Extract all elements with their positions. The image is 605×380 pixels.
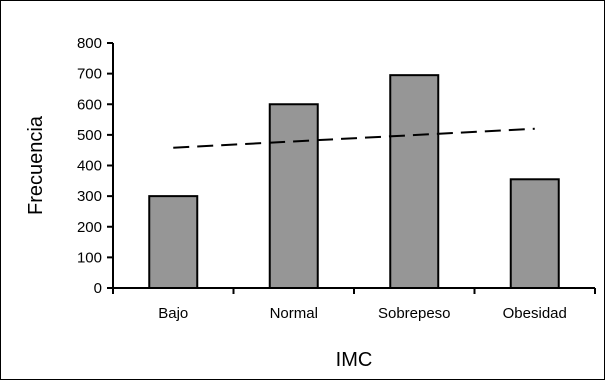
- y-tick-label: 100: [77, 249, 102, 266]
- bar-obesidad: [509, 178, 560, 289]
- bars-group: [148, 74, 560, 289]
- x-tick-label: Normal: [270, 305, 318, 322]
- tick-labels-group: 0 100 200 300 400 500 600 700 800 Bajo Normal Sobre…: [77, 35, 567, 322]
- bar-sobrepeso: [389, 74, 440, 289]
- x-tick-label: Sobrepeso: [378, 305, 451, 322]
- y-tick-label: 500: [77, 127, 102, 144]
- trend-line: [173, 127, 535, 149]
- y-tick-label: 400: [77, 158, 102, 175]
- y-tick-label: 200: [77, 219, 102, 236]
- x-axis-title: IMC: [336, 349, 373, 371]
- y-tick-label: 300: [77, 188, 102, 205]
- y-tick-label: 800: [77, 35, 102, 52]
- axes-group: [107, 42, 596, 294]
- x-tick-label: Bajo: [158, 305, 188, 322]
- x-tick-label: Obesidad: [503, 305, 567, 322]
- bar-normal: [268, 103, 319, 289]
- y-axis-title: Frecuencia: [25, 115, 47, 215]
- y-tick-label: 0: [94, 280, 102, 297]
- bar-bajo: [148, 195, 199, 289]
- y-tick-label: 700: [77, 66, 102, 83]
- y-tick-label: 600: [77, 96, 102, 113]
